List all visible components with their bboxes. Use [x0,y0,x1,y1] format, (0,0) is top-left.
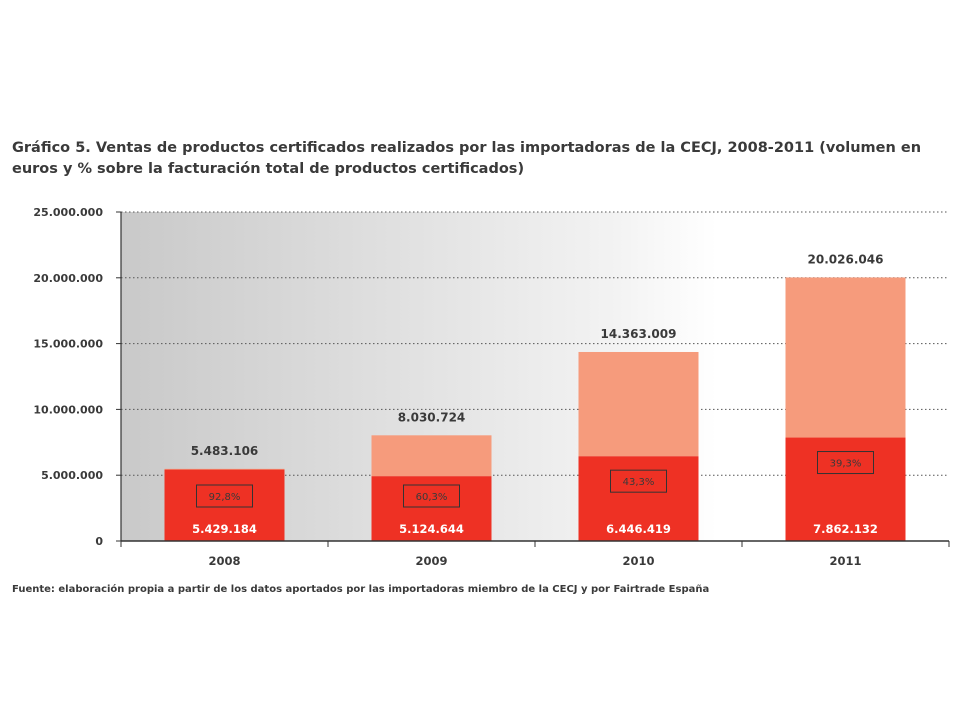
x-tick-label: 2008 [208,554,240,568]
bar-segment-upper [578,351,699,457]
bar-segment-upper [371,435,492,477]
base-value-label: 5.124.644 [399,522,464,536]
percent-label: 43,3% [623,477,655,488]
total-value-label: 20.026.046 [808,252,884,266]
bar-segment-upper [785,277,906,438]
total-value-label: 8.030.724 [398,410,466,424]
percent-box [610,469,667,493]
total-value-label: 5.483.106 [191,444,259,458]
percent-box [817,451,874,475]
bar-segment-base [371,476,492,541]
y-tick-label: 5.000.000 [41,469,103,482]
chart-source: Fuente: elaboración propia a partir de l… [12,584,710,595]
percent-label: 92,8% [209,492,241,503]
y-tick-label: 15.000.000 [33,338,103,351]
y-tick-label: 20.000.000 [33,272,103,285]
chart-title: Gráfico 5. Ventas de productos certifica… [12,140,922,177]
y-tick-label: 10.000.000 [33,403,103,416]
x-tick-label: 2009 [415,554,447,568]
x-tick-label: 2011 [829,554,861,568]
x-tick-label: 2010 [622,554,654,568]
percent-label: 39,3% [830,459,862,470]
base-value-label: 6.446.419 [606,522,671,536]
bar-segment-upper [164,468,285,470]
base-value-label: 5.429.184 [192,522,257,536]
percent-box [403,484,460,508]
bar-segment-base [785,437,906,541]
y-tick-label: 25.000.000 [33,206,103,219]
percent-box [196,484,253,508]
base-value-label: 7.862.132 [813,522,878,536]
total-value-label: 14.363.009 [601,327,677,341]
y-tick-label: 0 [95,535,103,548]
percent-label: 60,3% [416,492,448,503]
bar-segment-base [164,469,285,541]
